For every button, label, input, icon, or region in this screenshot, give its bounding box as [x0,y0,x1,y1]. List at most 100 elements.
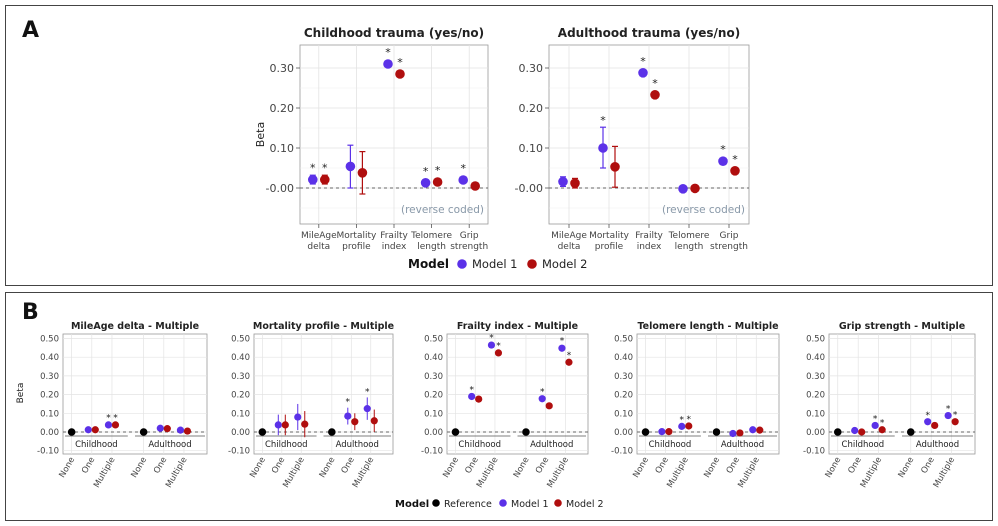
x-tick-label: profile [595,242,624,252]
y-tick-label: 0.10 [231,409,250,419]
data-point [294,413,302,421]
y-tick-label: 0.40 [231,353,250,363]
data-point [351,418,359,426]
y-tick-label: -0.00 [266,182,294,195]
data-point [344,412,352,420]
y-tick-label: 0.00 [231,428,250,438]
x-tick-label: Grip [720,231,739,241]
chart-title: Telomere length - Multiple [637,321,778,332]
data-point [598,143,608,153]
x-tick-label: One [725,456,742,476]
y-tick-label: 0.40 [40,353,59,363]
data-point [944,411,952,420]
significance-marker: * [322,162,328,175]
significance-marker: * [680,415,685,425]
x-tick-label: strength [710,242,748,252]
x-tick-label: None [248,456,268,480]
data-point [468,392,476,401]
significance-marker: * [113,414,118,424]
data-point [951,418,959,426]
data-point [357,168,368,178]
y-tick-label: 0.20 [519,102,544,115]
data-point [658,428,666,436]
y-tick-label: 0.50 [614,335,633,345]
y-tick-label: 0.20 [270,102,295,115]
x-tick-label: One [340,456,357,476]
data-point [111,421,120,429]
data-point [494,349,503,357]
legend-label: Model 2 [566,499,604,510]
data-point [924,418,932,426]
x-tick-label: Mortality [589,231,630,241]
y-tick-label: 0.40 [806,353,825,363]
y-tick-label: 0.30 [424,372,443,382]
x-tick-label: Grip [460,231,479,241]
x-tick-label: Frailty [380,231,408,241]
x-tick-label: length [417,242,446,252]
x-tick-label: None [129,456,149,480]
reference-point [641,428,650,436]
x-tick-label: delta [558,242,581,252]
subplot-b-4: Telomere length - Multiple 0.50 0.40 0.30 0.… [611,321,780,490]
legend-title: Model [408,257,449,271]
y-tick-label: 0.30 [40,372,59,382]
plot-area [62,333,208,455]
y-tick-label: 0.30 [806,372,825,382]
significance-marker: * [953,411,958,421]
x-tick-label: Mortality [336,231,377,241]
y-tick-label: 0.20 [424,391,443,401]
data-point [756,426,764,434]
legend-key-model2 [527,259,537,269]
x-tick-label: One [654,456,671,476]
group-label: Childhood [458,440,501,450]
significance-marker: * [652,77,658,90]
data-point [487,341,496,349]
plot-area [253,333,394,455]
x-tick-label: index [382,242,407,252]
data-point [281,421,289,429]
y-tick-label: 0.50 [424,335,443,345]
data-point [685,422,693,430]
data-point [370,417,378,425]
significance-marker: * [732,153,738,166]
y-tick-label: 0.00 [40,428,59,438]
reference-point [258,428,267,436]
significance-marker: * [310,162,316,175]
reference-point [451,428,460,436]
data-point [729,429,737,438]
x-tick-label: One [152,456,169,476]
legend-title: Model [395,499,429,510]
chart-title: Grip strength - Multiple [839,321,965,332]
data-point [432,177,443,187]
reference-point [67,428,76,436]
group-label: Adulthood [336,440,379,450]
x-tick-label: None [57,456,77,480]
y-tick-label: 0.30 [519,62,544,75]
x-tick-label: One [846,456,863,476]
reference-point [522,428,530,436]
group-label: Childhood [649,440,692,450]
x-tick-label: One [919,456,936,476]
y-tick-label: 0.50 [231,335,250,345]
y-tick-label: 0.40 [424,353,443,363]
x-tick-label: strength [450,242,488,252]
data-point [558,344,566,352]
data-point [176,426,185,434]
data-point [156,424,164,432]
data-point [610,162,620,172]
significance-marker: * [106,414,111,424]
x-tick-label: None [441,456,461,480]
data-point [878,426,886,434]
significance-marker: * [540,388,545,398]
y-tick-label: 0.40 [614,353,633,363]
reference-point [833,428,842,436]
x-tick-label: None [702,456,722,480]
data-point [565,358,573,366]
x-tick-label: One [534,456,551,476]
y-tick-label: 0.10 [614,409,633,419]
y-tick-label: 0.50 [40,335,59,345]
group-label: Adulthood [721,440,764,450]
y-tick-label: 0.10 [519,142,544,155]
y-tick-label: 0.20 [806,391,825,401]
data-point [475,395,483,403]
